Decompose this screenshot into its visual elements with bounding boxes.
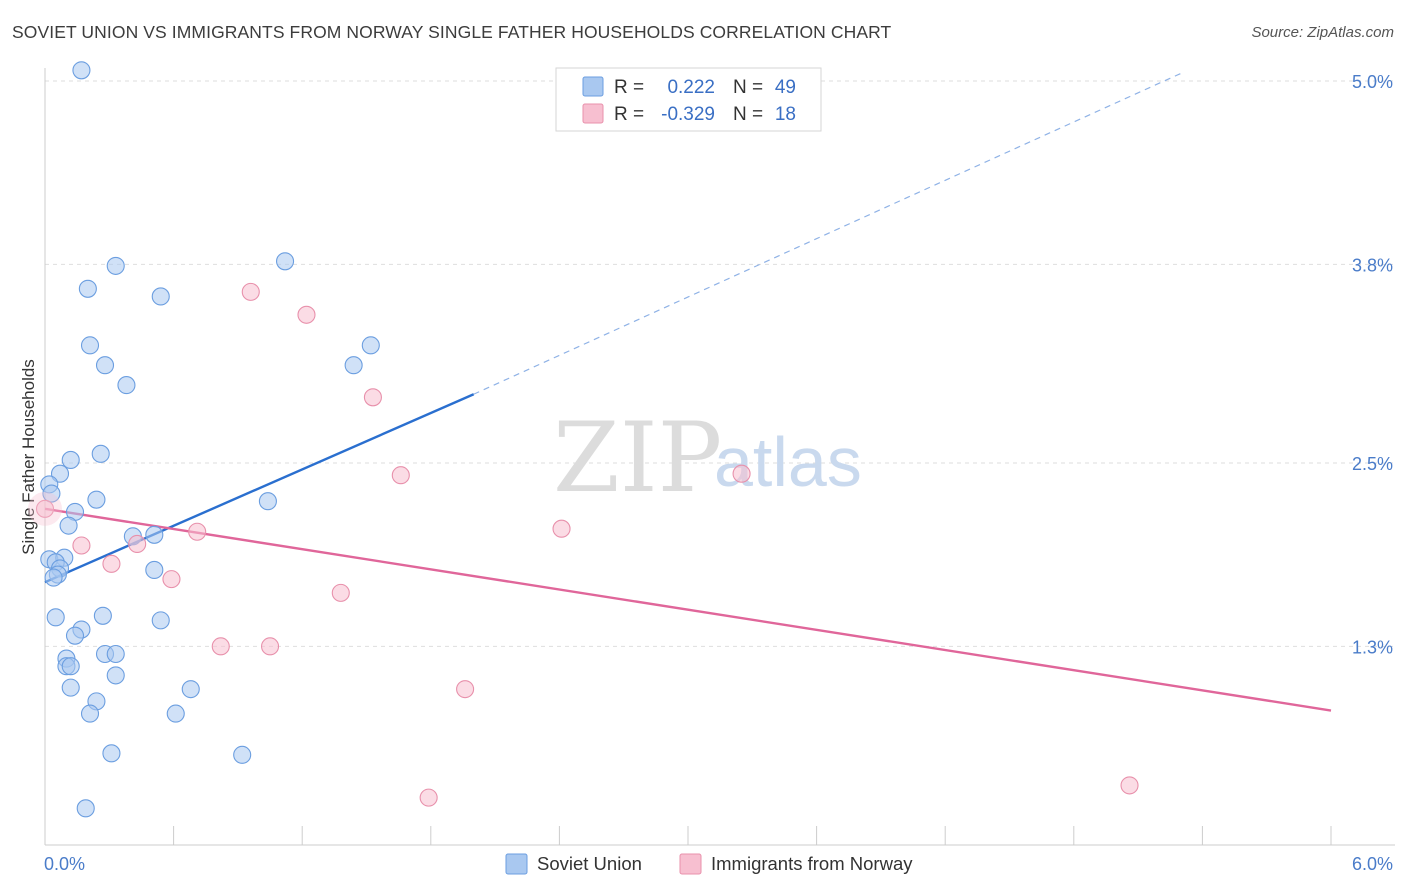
data-point-soviet <box>80 336 100 355</box>
data-point-soviet <box>50 464 70 483</box>
legend-n-label: N = <box>733 104 763 125</box>
series-legend-label-soviet: Soviet Union <box>537 853 642 874</box>
gridlines <box>45 80 1395 647</box>
data-point-norway <box>102 554 121 573</box>
data-point-soviet <box>46 608 65 627</box>
data-point-norway <box>128 534 147 554</box>
legend-r-label: R = <box>614 104 644 125</box>
y-tick-label: 5.0% <box>1352 72 1393 92</box>
data-point-soviet <box>44 568 63 587</box>
x-tick-label: 6.0% <box>1352 854 1393 874</box>
watermark-zip: ZIP <box>553 402 722 514</box>
trend-lines <box>44 72 1332 712</box>
tick-labels: 1.3% 2.5% 3.8% 5.0% 0.0% 6.0% <box>44 72 1393 874</box>
data-point-norway <box>456 680 475 699</box>
data-point-soviet <box>151 611 170 630</box>
data-points <box>28 61 1139 818</box>
data-point-norway <box>552 519 571 538</box>
watermark: ZIP atlas <box>553 402 862 514</box>
y-axis-label: Single Father Households <box>19 359 38 555</box>
trend-line-soviet-extension <box>473 72 1182 395</box>
source-note: Source: ZipAtlas.com <box>1251 24 1394 41</box>
series-legend-swatch-soviet <box>505 853 528 875</box>
data-point-norway <box>211 637 230 656</box>
y-tick-label: 3.8% <box>1352 255 1393 275</box>
data-point-norway <box>260 637 280 656</box>
data-point-soviet <box>166 704 185 723</box>
data-point-soviet <box>61 450 80 469</box>
data-point-soviet <box>181 680 200 699</box>
data-point-soviet <box>87 490 106 509</box>
legend-swatch-soviet <box>582 76 604 97</box>
axes <box>44 68 1395 846</box>
data-point-soviet <box>145 525 164 544</box>
data-point-norway <box>363 388 382 407</box>
data-point-norway <box>1120 776 1139 795</box>
data-point-soviet <box>233 745 252 764</box>
legend-r-label: R = <box>614 77 644 98</box>
data-point-soviet <box>102 744 121 763</box>
data-point-norway <box>188 522 207 541</box>
data-point-norway <box>35 499 55 518</box>
data-point-soviet <box>91 444 110 463</box>
data-point-soviet <box>93 606 112 625</box>
series-legend: Soviet Union Immigrants from Norway <box>505 853 913 875</box>
watermark-atlas: atlas <box>714 423 862 501</box>
data-point-norway <box>419 788 438 807</box>
data-point-soviet <box>151 287 170 306</box>
data-point-norway <box>297 305 316 324</box>
data-point-soviet <box>258 492 277 511</box>
legend-swatch-norway <box>582 103 604 124</box>
series-legend-label-norway: Immigrants from Norway <box>711 853 913 874</box>
data-point-norway <box>162 570 181 589</box>
y-tick-label: 2.5% <box>1352 454 1393 474</box>
data-point-soviet <box>80 704 100 723</box>
data-point-soviet <box>42 484 61 503</box>
series-legend-swatch-norway <box>679 853 702 875</box>
legend-n-label: N = <box>733 77 763 98</box>
legend-r-value-norway: -0.329 <box>661 104 715 125</box>
data-point-soviet <box>59 516 78 535</box>
data-point-soviet <box>95 356 115 375</box>
data-point-norway-large <box>28 491 62 526</box>
data-point-norway <box>72 536 91 555</box>
data-point-soviet <box>117 376 136 395</box>
data-point-soviet <box>106 666 125 685</box>
legend-n-value-norway: 18 <box>775 104 796 125</box>
data-point-soviet <box>145 560 164 580</box>
data-point-soviet <box>276 252 295 271</box>
data-point-soviet <box>106 644 125 664</box>
data-point-soviet <box>106 256 125 275</box>
data-point-soviet <box>72 61 91 80</box>
data-point-soviet <box>361 336 380 355</box>
data-point-soviet <box>65 626 85 645</box>
data-point-soviet <box>344 356 363 375</box>
data-point-soviet <box>78 279 97 298</box>
data-point-norway <box>331 583 350 602</box>
y-tick-label: 1.3% <box>1352 637 1393 657</box>
chart-title: SOVIET UNION VS IMMIGRANTS FROM NORWAY S… <box>12 22 892 42</box>
data-point-norway <box>732 464 751 483</box>
legend-n-value-soviet: 49 <box>775 77 796 98</box>
trend-line-soviet <box>44 393 475 584</box>
legend-r-value-soviet: 0.222 <box>667 77 715 98</box>
data-point-norway <box>391 466 410 485</box>
data-point-soviet <box>76 799 95 818</box>
data-point-soviet <box>61 657 80 676</box>
data-point-norway <box>241 282 260 301</box>
data-point-soviet <box>61 678 80 697</box>
stats-legend: R = 0.222 N = 49 R = -0.329 N = 18 <box>555 67 822 132</box>
x-tick-label: 0.0% <box>44 854 85 874</box>
trend-line-norway <box>44 507 1332 712</box>
